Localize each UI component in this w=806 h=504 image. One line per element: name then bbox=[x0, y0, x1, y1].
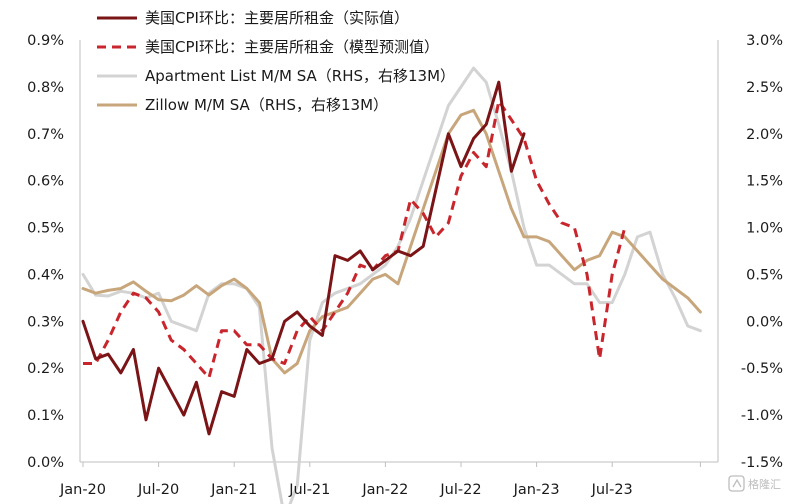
right-tick-label: 0.0% bbox=[746, 314, 783, 330]
left-axis-ticks: 0.0% 0.1% 0.2% 0.3% 0.4% 0.5% 0.6% 0.7% 0.8% 0.9% bbox=[27, 33, 64, 471]
watermark-logo-mark bbox=[732, 478, 742, 488]
axes bbox=[79, 40, 719, 463]
right-tick-label: 0.5% bbox=[746, 267, 783, 283]
right-tick-label: 1.0% bbox=[746, 221, 783, 237]
x-tick-label: Jul-21 bbox=[288, 482, 330, 498]
x-tick-label: Jul-22 bbox=[439, 482, 481, 498]
left-tick-label: 0.5% bbox=[27, 221, 64, 237]
x-axis-ticks: Jan-20 Jul-20 Jan-21 Jul-21 Jan-22 Jul-22 Jan-… bbox=[59, 462, 701, 498]
x-tick-label: Jan-21 bbox=[210, 482, 257, 498]
series-line-3 bbox=[81, 108, 702, 375]
left-tick-label: 0.6% bbox=[27, 174, 64, 190]
watermark: 格隆汇 bbox=[728, 475, 781, 492]
series-line-1 bbox=[83, 99, 627, 380]
left-tick-label: 0.1% bbox=[27, 408, 64, 424]
x-tick-label: Jan-23 bbox=[513, 482, 560, 498]
right-tick-label: 2.5% bbox=[746, 80, 783, 96]
right-tick-label: -1.0% bbox=[741, 408, 783, 424]
watermark-logo bbox=[728, 475, 745, 492]
right-tick-label: 1.5% bbox=[746, 174, 783, 190]
series-line-2 bbox=[81, 66, 702, 504]
legend-label-2: Apartment List M/M SA（RHS，右移13M） bbox=[145, 67, 455, 85]
left-tick-label: 0.2% bbox=[27, 361, 64, 377]
right-tick-label: 2.0% bbox=[746, 127, 783, 143]
watermark-text: 格隆汇 bbox=[748, 477, 781, 491]
series-lines bbox=[81, 66, 702, 504]
right-tick-label: -0.5% bbox=[741, 361, 783, 377]
legend-label-1: 美国CPI环比：主要居所租金（模型预测值） bbox=[145, 38, 439, 56]
x-tick-label: Jul-23 bbox=[591, 482, 633, 498]
legend-label-0: 美国CPI环比：主要居所租金（实际值） bbox=[145, 9, 409, 27]
x-tick-label: Jan-22 bbox=[361, 482, 408, 498]
x-tick-label: Jul-20 bbox=[137, 482, 179, 498]
legend-label-3: Zillow M/M SA（RHS，右移13M） bbox=[145, 96, 388, 114]
left-tick-label: 0.9% bbox=[27, 33, 64, 49]
series-line-0 bbox=[81, 80, 526, 436]
left-tick-label: 0.0% bbox=[27, 455, 64, 471]
x-tick-label: Jan-20 bbox=[59, 482, 106, 498]
right-tick-label: -1.5% bbox=[741, 455, 783, 471]
right-axis-ticks: -1.5% -1.0% -0.5% 0.0% 0.5% 1.0% 1.5% 2.0% 2.5% 3… bbox=[741, 33, 783, 471]
right-tick-label: 3.0% bbox=[746, 33, 783, 49]
left-tick-label: 0.8% bbox=[27, 80, 64, 96]
left-tick-label: 0.7% bbox=[27, 127, 64, 143]
left-tick-label: 0.4% bbox=[27, 267, 64, 283]
legend: 美国CPI环比：主要居所租金（实际值） 美国CPI环比：主要居所租金（模型预测值）… bbox=[97, 9, 455, 114]
left-tick-label: 0.3% bbox=[27, 314, 64, 330]
